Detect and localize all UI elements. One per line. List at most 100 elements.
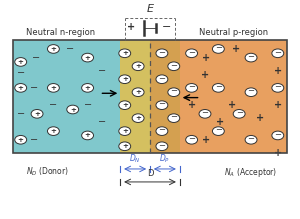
Circle shape: [168, 62, 180, 71]
Text: −: −: [188, 48, 195, 57]
Text: +: +: [70, 106, 76, 113]
Text: +: +: [135, 89, 141, 95]
Circle shape: [82, 84, 94, 92]
Circle shape: [119, 127, 131, 135]
Text: +: +: [201, 70, 209, 80]
Text: −: −: [16, 109, 25, 119]
Circle shape: [47, 45, 59, 53]
Text: +: +: [18, 59, 24, 65]
Circle shape: [132, 88, 144, 97]
Circle shape: [156, 75, 168, 84]
Circle shape: [132, 62, 144, 71]
Circle shape: [212, 45, 224, 53]
Text: −: −: [248, 87, 255, 96]
Text: −: −: [188, 134, 195, 143]
Text: −: −: [170, 113, 177, 122]
Circle shape: [168, 114, 180, 122]
Circle shape: [186, 135, 198, 144]
Text: E: E: [146, 4, 154, 14]
Text: +: +: [135, 63, 141, 69]
Text: −: −: [16, 68, 25, 78]
Text: +: +: [274, 148, 282, 158]
Circle shape: [245, 135, 257, 144]
Circle shape: [156, 142, 168, 151]
Text: $D_P$: $D_P$: [159, 153, 170, 165]
Circle shape: [199, 110, 211, 118]
Text: +: +: [34, 111, 40, 117]
Text: −: −: [248, 134, 255, 143]
Text: −: −: [274, 130, 281, 139]
Circle shape: [15, 58, 27, 66]
Text: −: −: [215, 43, 222, 52]
Circle shape: [156, 49, 168, 58]
Text: +: +: [274, 100, 282, 110]
Bar: [180, 40, 287, 153]
Text: −: −: [236, 108, 243, 117]
Text: +: +: [85, 55, 91, 61]
Text: −: −: [32, 53, 40, 63]
Text: −: −: [158, 125, 165, 134]
Circle shape: [15, 135, 27, 144]
Circle shape: [156, 101, 168, 110]
Circle shape: [272, 49, 284, 58]
Text: −: −: [215, 82, 222, 91]
Text: −: −: [158, 100, 165, 109]
Text: −: −: [66, 44, 74, 54]
Text: +: +: [135, 115, 141, 121]
Text: +: +: [228, 100, 236, 110]
Text: +: +: [127, 22, 135, 32]
Circle shape: [272, 84, 284, 92]
Circle shape: [31, 110, 43, 118]
Circle shape: [15, 84, 27, 92]
Text: +: +: [274, 65, 282, 76]
Text: $N_A$ (Acceptor): $N_A$ (Acceptor): [224, 166, 278, 179]
Text: −: −: [30, 83, 38, 93]
Circle shape: [67, 105, 79, 114]
Text: −: −: [202, 108, 208, 117]
Circle shape: [119, 101, 131, 110]
Text: −: −: [158, 141, 165, 150]
Circle shape: [212, 84, 224, 92]
Bar: [13, 40, 287, 153]
Text: +: +: [50, 46, 56, 52]
Circle shape: [119, 49, 131, 58]
Text: +: +: [50, 85, 56, 91]
Circle shape: [245, 88, 257, 97]
Text: +: +: [18, 85, 24, 91]
Text: +: +: [85, 85, 91, 91]
Text: −: −: [98, 117, 106, 127]
Text: −: −: [274, 82, 281, 91]
Text: +: +: [216, 117, 224, 127]
Text: −: −: [158, 74, 165, 83]
Text: −: −: [162, 22, 171, 32]
Text: −: −: [83, 100, 92, 110]
Text: +: +: [202, 135, 211, 145]
Circle shape: [272, 131, 284, 140]
Text: +: +: [232, 44, 240, 54]
Circle shape: [82, 131, 94, 140]
Text: −: −: [170, 61, 177, 70]
Text: −: −: [30, 135, 38, 145]
Text: −: −: [188, 82, 195, 91]
Circle shape: [119, 75, 131, 84]
Text: +: +: [122, 128, 128, 134]
Text: −: −: [98, 65, 106, 76]
Text: $D_N$: $D_N$: [129, 153, 141, 165]
Text: +: +: [122, 50, 128, 56]
Text: Neutral p-region: Neutral p-region: [199, 28, 268, 37]
Circle shape: [47, 84, 59, 92]
Circle shape: [186, 49, 198, 58]
Text: −: −: [215, 125, 222, 134]
Text: $N_D$ (Donor): $N_D$ (Donor): [26, 166, 69, 178]
Circle shape: [168, 88, 180, 97]
Text: −: −: [274, 48, 281, 57]
Text: +: +: [202, 53, 211, 63]
Circle shape: [47, 127, 59, 135]
Circle shape: [212, 127, 224, 135]
Text: +: +: [122, 143, 128, 149]
Circle shape: [119, 142, 131, 151]
Circle shape: [245, 53, 257, 62]
Circle shape: [233, 110, 245, 118]
Text: D: D: [147, 169, 153, 178]
Text: −: −: [158, 48, 165, 57]
